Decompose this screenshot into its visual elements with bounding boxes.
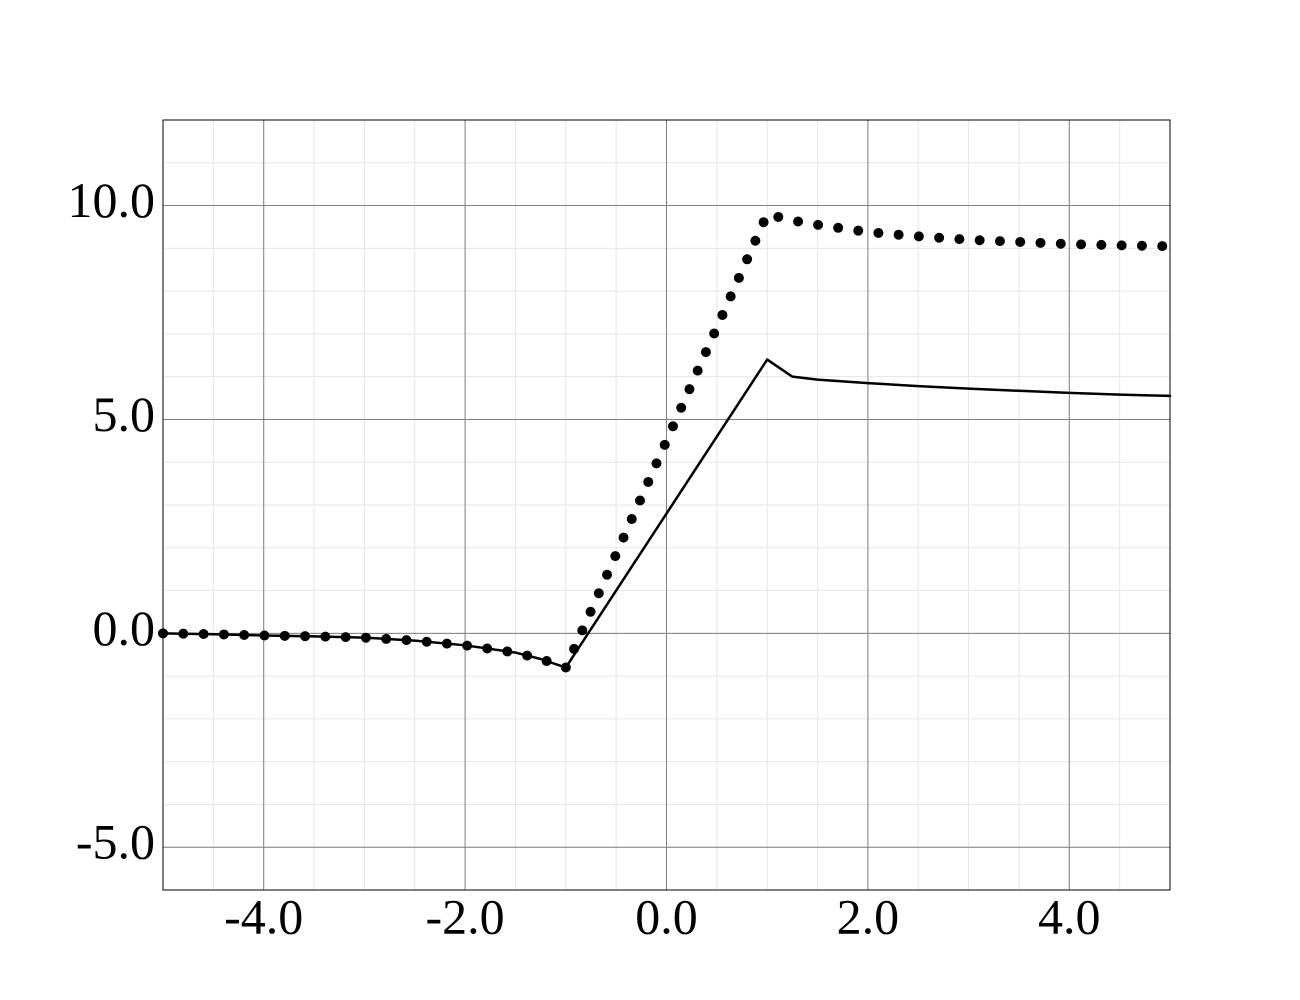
series-line [158, 209, 1175, 673]
y-tick-label: 10.0 [68, 172, 156, 228]
y-tick-label: 5.0 [93, 386, 156, 442]
y-tick-label: -5.0 [76, 814, 155, 870]
plot-frame [162, 119, 1171, 891]
x-tick-label: 0.0 [635, 888, 698, 944]
x-tick-label: -4.0 [224, 888, 303, 944]
x-tick-label: 2.0 [837, 888, 900, 944]
y-tick-label: 0.0 [93, 600, 156, 656]
x-tick-label: 4.0 [1038, 888, 1101, 944]
x-tick-label: -2.0 [426, 888, 505, 944]
